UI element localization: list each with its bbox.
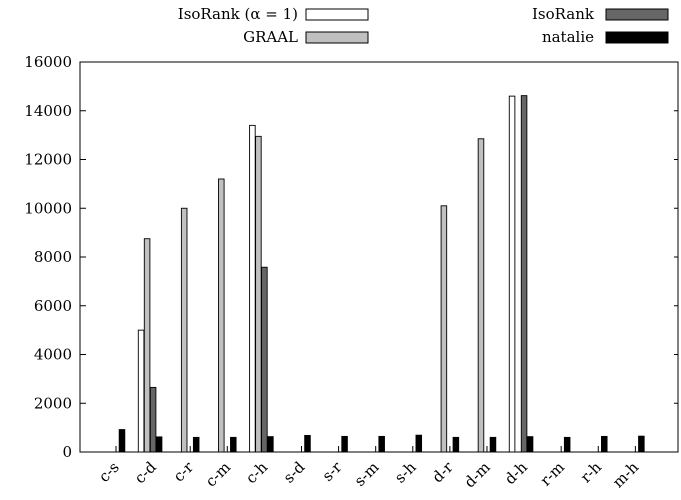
x-tick-label: s-h [391,458,420,487]
bar-natalie-s-r [341,435,348,453]
y-tick-label: 8000 [34,248,72,266]
bar-isorank-d-h [520,95,528,453]
y-tick-label: 16000 [24,53,72,71]
plot-frame [79,61,679,453]
bar-isorank-1--c-d [137,329,145,453]
x-axis: c-s c-d c-r c-m c-h s-d s-r s-m s-h d-r d-m d-h r-m r… [95,446,642,491]
y-tick-label: 2000 [34,394,72,412]
x-tick-label: r-m [537,458,568,489]
legend-swatch [605,31,669,44]
bar-natalie-s-d [304,434,311,453]
bar-graal-d-r [440,205,448,453]
x-tick-label: c-h [242,458,271,487]
bar-graal-c-d [143,238,151,453]
x-tick-label: s-d [280,458,309,487]
bar-natalie-c-d [155,436,163,453]
bar-natalie-m-h [638,435,645,453]
bar-natalie-d-r [452,436,460,453]
x-tick-label: d-r [429,458,458,487]
y-axis: 0 2000 4000 6000 8000 10000 12000 14000 16000 [24,53,678,461]
legend-swatch [305,8,369,21]
y-tick-label: 14000 [24,102,72,120]
legend-label: natalie [542,28,594,46]
bar-natalie-d-h [526,436,534,453]
x-tick-label: s-m [351,458,383,490]
bar-natalie-r-h [601,435,608,453]
bar-graal-c-m [218,178,225,453]
legend-swatch [305,31,369,44]
bar-natalie-c-h [267,436,274,453]
x-tick-label: d-m [461,458,494,491]
bar-natalie-r-m [563,436,571,453]
bar-natalie-d-m [489,436,497,453]
bar-graal-d-m [477,138,485,453]
y-tick-label: 12000 [24,151,72,169]
x-tick-label: c-s [95,458,123,486]
bar-isorank-1--c-h [249,124,256,453]
x-tick-label: c-m [202,458,234,490]
x-tick-label: d-h [501,458,531,488]
y-tick-label: 10000 [24,199,72,217]
bars [118,95,645,453]
bar-natalie-c-s [118,429,126,453]
bar-isorank-c-d [149,386,157,453]
bar-natalie-c-m [230,436,237,453]
bar-isorank-1--d-h [508,95,516,453]
bar-isorank-c-h [261,266,268,453]
legend: IsoRank (α = 1) GRAAL IsoRank natalie [178,5,669,46]
bar-natalie-c-r [192,436,200,453]
legend-label: GRAAL [243,28,298,46]
bar-graal-c-h [255,135,262,453]
x-tick-label: c-r [170,458,198,486]
x-tick-label: m-h [609,458,642,491]
x-tick-label: r-h [577,458,605,486]
bar-natalie-s-h [415,434,423,453]
bar-natalie-s-m [378,435,385,453]
legend-label: IsoRank [532,5,595,23]
legend-label: IsoRank (α = 1) [178,5,298,23]
y-tick-label: 0 [62,443,72,461]
y-tick-label: 6000 [34,297,72,315]
bar-graal-c-r [180,207,188,453]
x-tick-label: c-d [131,458,160,487]
plot-border [79,61,679,453]
legend-swatch [605,8,669,21]
y-tick-label: 4000 [34,346,72,364]
x-tick-label: s-r [319,458,346,485]
